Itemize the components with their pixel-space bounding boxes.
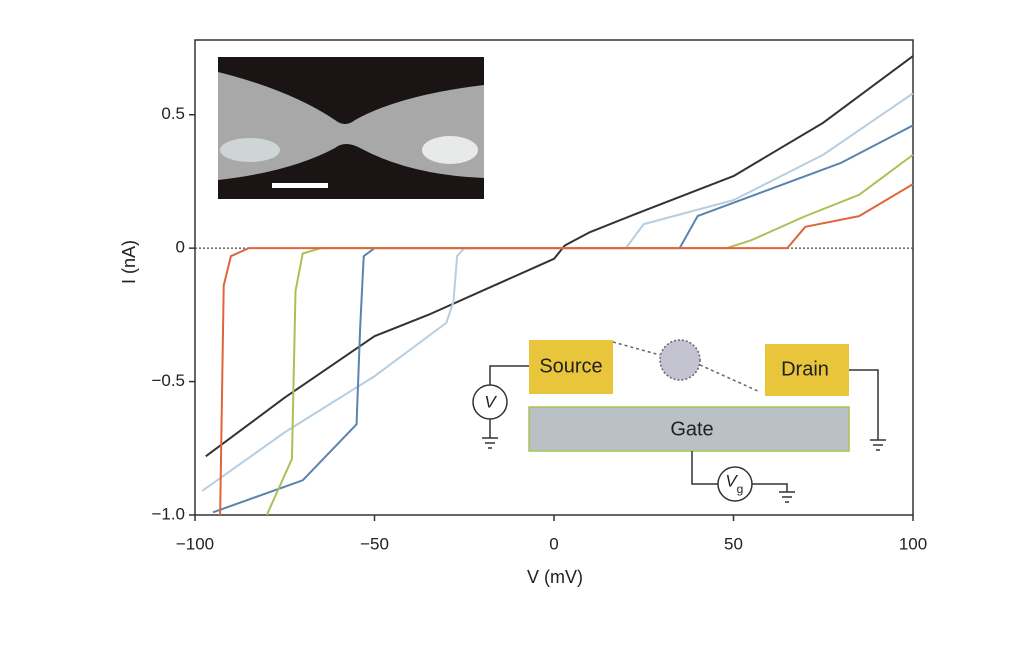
- x-tick-label: 0: [549, 534, 558, 553]
- iv-curve: [201, 92, 914, 492]
- x-tick-label: 100: [899, 534, 927, 553]
- voltage-label: V: [484, 392, 497, 411]
- source-label: Source: [539, 355, 602, 377]
- gate-voltage-subscript: g: [737, 482, 744, 496]
- x-tick-label: −100: [176, 534, 214, 553]
- x-axis-label: V (mV): [527, 567, 583, 587]
- y-tick-label: 0: [176, 238, 185, 257]
- circuit-inset: [472, 339, 886, 503]
- iv-curve: [219, 183, 914, 516]
- y-tick-label: 0.5: [161, 104, 185, 123]
- drain-label: Drain: [781, 358, 829, 380]
- gate-label: Gate: [670, 418, 713, 440]
- y-axis-label: I (nA): [119, 240, 139, 284]
- y-tick-label: −0.5: [151, 371, 185, 390]
- x-tick-label: 50: [724, 534, 743, 553]
- x-tick-label: −50: [360, 534, 389, 553]
- y-tick-label: −1.0: [151, 504, 185, 523]
- iv-curve: [265, 153, 914, 516]
- micrograph-inset: [218, 57, 484, 199]
- iv-curve: [205, 55, 914, 458]
- gate-voltage-label: V: [725, 471, 738, 490]
